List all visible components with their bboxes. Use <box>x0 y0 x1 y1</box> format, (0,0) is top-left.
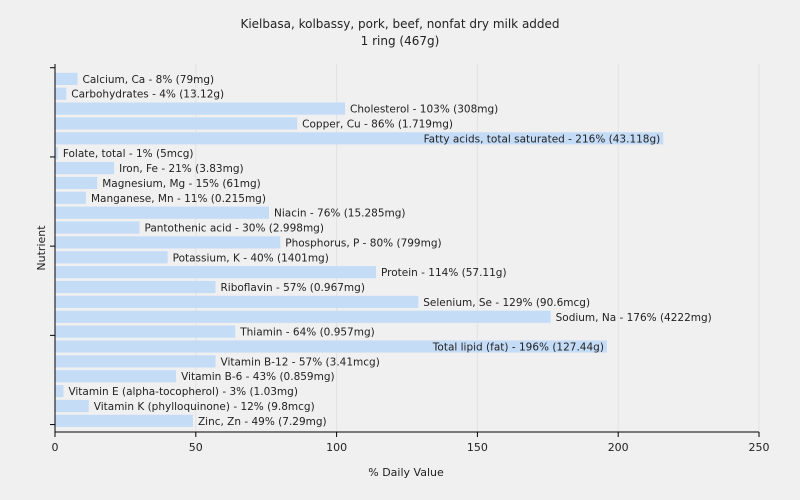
bar <box>55 340 607 353</box>
bar-label: Zinc, Zn - 49% (7.29mg) <box>198 416 327 428</box>
x-tick-label: 0 <box>52 441 59 454</box>
y-axis-title: Nutrient <box>35 225 48 271</box>
bar-label: Selenium, Se - 129% (90.6mcg) <box>423 297 590 309</box>
chart-subtitle: 1 ring (467g) <box>361 34 440 48</box>
bar-label: Vitamin B-6 - 43% (0.859mg) <box>181 371 335 383</box>
x-tick-label: 250 <box>749 441 770 454</box>
x-tick-label: 100 <box>326 441 347 454</box>
bar-label: Vitamin E (alpha-tocopherol) - 3% (1.03m… <box>68 386 298 398</box>
bar <box>55 370 177 383</box>
bar-label: Folate, total - 1% (5mcg) <box>63 148 194 160</box>
bar-label: Cholesterol - 103% (308mg) <box>350 104 498 116</box>
x-axis-title: % Daily Value <box>368 466 444 479</box>
bar <box>55 221 140 234</box>
bar-label: Thiamin - 64% (0.957mg) <box>239 327 375 339</box>
bar-label: Protein - 114% (57.11g) <box>381 267 507 279</box>
bars-group: Calcium, Ca - 8% (79mg) Carbohydrates - 4… <box>55 72 712 428</box>
bar <box>55 102 346 115</box>
bar-label: Copper, Cu - 86% (1.719mg) <box>302 118 453 130</box>
bar-label: Carbohydrates - 4% (13.12g) <box>71 89 224 101</box>
bar <box>55 176 98 190</box>
bar-label: Total lipid (fat) - 196% (127.44g) <box>432 342 604 354</box>
bar-label: Vitamin B-12 - 57% (3.41mcg) <box>221 356 380 368</box>
bar <box>55 385 64 398</box>
bar-label: Calcium, Ca - 8% (79mg) <box>83 74 215 86</box>
bar-label: Manganese, Mn - 11% (0.215mg) <box>91 193 266 205</box>
axes-group: 0 50 100 150 200 250 <box>50 64 770 454</box>
bar <box>55 280 216 294</box>
bar <box>55 310 551 323</box>
bar-label: Potassium, K - 40% (1401mg) <box>173 252 329 264</box>
bar <box>55 266 377 279</box>
bar <box>55 161 115 175</box>
bar-label: Niacin - 76% (15.285mg) <box>274 208 406 220</box>
bar <box>55 72 78 85</box>
bar <box>55 414 193 427</box>
bar <box>55 117 298 130</box>
bar-label: Iron, Fe - 21% (3.83mg) <box>119 163 243 175</box>
bar <box>55 295 419 308</box>
bar <box>55 132 664 145</box>
bar-label: Pantothenic acid - 30% (2.998mg) <box>144 223 323 235</box>
grid-lines <box>195 64 760 432</box>
bar <box>55 355 216 368</box>
bar-label: Riboflavin - 57% (0.967mg) <box>221 282 365 294</box>
bar <box>55 87 67 100</box>
chart-title: Kielbasa, kolbassy, pork, beef, nonfat d… <box>240 17 559 31</box>
x-tick-label: 50 <box>189 441 203 454</box>
bar <box>55 399 89 413</box>
bar <box>55 236 281 249</box>
bar-label: Vitamin K (phylloquinone) - 12% (9.8mcg) <box>94 401 315 413</box>
x-tick-label: 200 <box>608 441 629 454</box>
bar-label: Magnesium, Mg - 15% (61mg) <box>102 178 261 190</box>
bar-label: Fatty acids, total saturated - 216% (43.… <box>424 133 661 145</box>
bar-label: Phosphorus, P - 80% (799mg) <box>285 237 441 249</box>
bar <box>55 191 86 204</box>
bar-label: Sodium, Na - 176% (4222mg) <box>556 312 712 324</box>
bar <box>55 206 270 219</box>
x-tick-label: 150 <box>467 441 488 454</box>
bar <box>55 147 58 160</box>
bar <box>55 325 236 338</box>
bar <box>55 251 168 264</box>
